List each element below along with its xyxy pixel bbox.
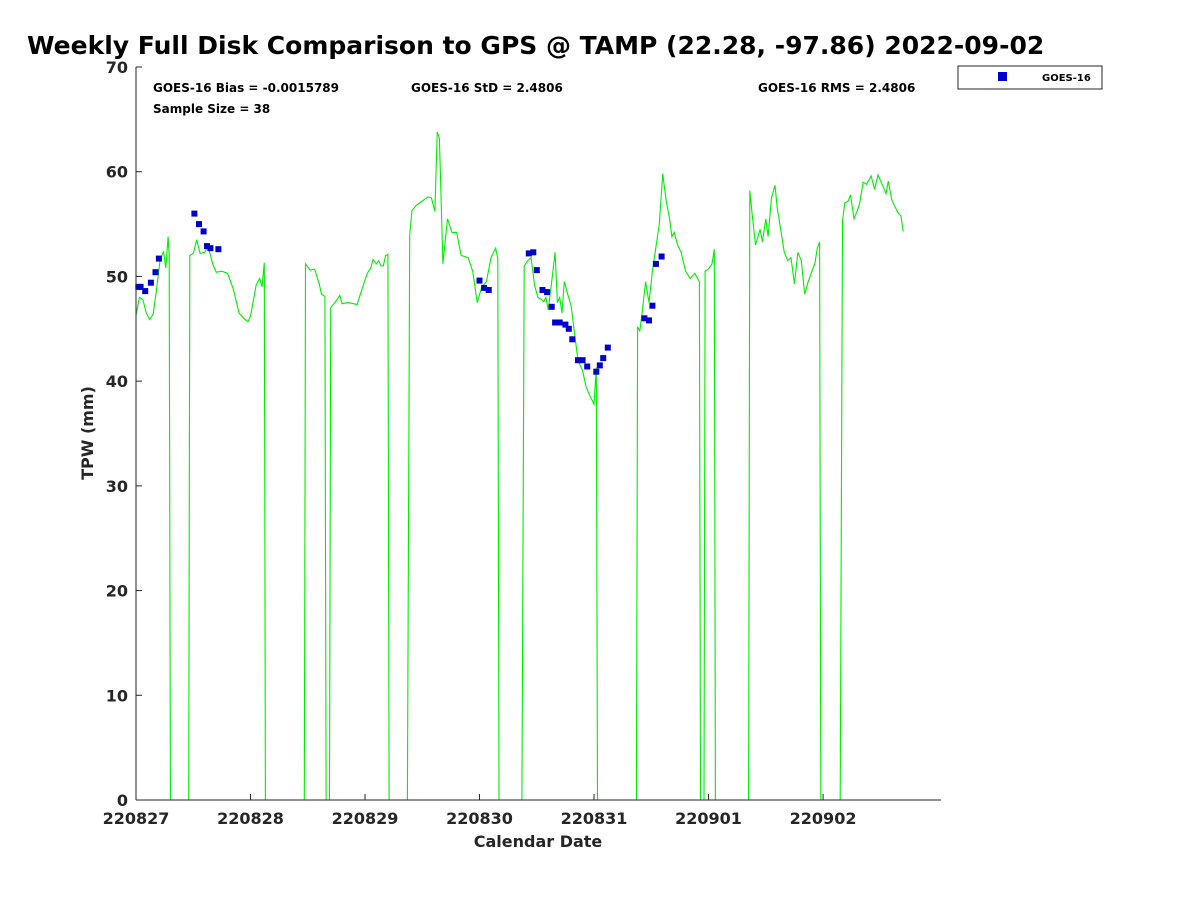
goes-data-point bbox=[152, 269, 159, 276]
y-tick-label: 50 bbox=[106, 267, 128, 286]
goes-data-point bbox=[544, 289, 551, 296]
x-tick-label: 220902 bbox=[790, 809, 857, 828]
goes-data-point bbox=[600, 355, 607, 362]
x-tick-label: 220827 bbox=[103, 809, 170, 828]
gps-line-segment bbox=[703, 249, 716, 801]
x-axis-label: Calendar Date bbox=[474, 832, 603, 851]
gps-line-segment bbox=[748, 185, 822, 801]
goes-data-point bbox=[533, 267, 540, 274]
goes-data-point bbox=[525, 250, 532, 257]
goes-marker-group bbox=[135, 210, 665, 375]
goes-data-point bbox=[565, 325, 572, 332]
goes-data-point bbox=[569, 336, 576, 343]
y-tick-label: 60 bbox=[106, 163, 128, 182]
plot-area bbox=[136, 67, 941, 800]
goes-data-point bbox=[562, 321, 569, 328]
goes-data-point bbox=[485, 287, 492, 293]
x-tick-label: 220828 bbox=[217, 809, 284, 828]
legend-label-goes: GOES-16 bbox=[1042, 73, 1091, 84]
y-tick-label: 70 bbox=[106, 58, 128, 77]
goes-data-point bbox=[530, 249, 537, 256]
goes-data-point bbox=[575, 357, 581, 364]
gps-line-segment bbox=[303, 262, 327, 801]
y-tick-label: 10 bbox=[106, 686, 128, 705]
y-axis-ticks: 0 10 20 30 40 50 60 70 bbox=[106, 58, 142, 810]
goes-data-point bbox=[142, 288, 149, 295]
goes-data-point bbox=[652, 260, 659, 267]
goes-data-point bbox=[548, 303, 555, 310]
gps-line-segment bbox=[328, 253, 390, 801]
goes-data-point bbox=[200, 228, 207, 235]
goes-data-point bbox=[552, 319, 559, 326]
x-tick-label: 220830 bbox=[446, 809, 513, 828]
goes-data-point bbox=[646, 317, 652, 324]
x-tick-label: 220831 bbox=[561, 809, 628, 828]
gps-line-segment bbox=[135, 236, 171, 801]
y-tick-label: 30 bbox=[106, 477, 128, 496]
legend-box bbox=[957, 65, 1103, 90]
legend: GOES-16 bbox=[957, 65, 1103, 90]
goes-data-point bbox=[593, 368, 600, 375]
goes-data-point bbox=[137, 283, 144, 290]
y-tick-label: 40 bbox=[106, 372, 128, 391]
gps-line-segment bbox=[635, 173, 702, 801]
goes-data-point bbox=[658, 253, 665, 260]
goes-data-point bbox=[556, 319, 563, 326]
goes-data-point bbox=[604, 344, 611, 351]
goes-data-point bbox=[215, 246, 222, 253]
goes-data-point bbox=[539, 287, 546, 293]
goes-data-point bbox=[649, 302, 656, 309]
sample-size-stat: Sample Size = 38 bbox=[153, 102, 270, 116]
y-tick-label: 20 bbox=[106, 582, 128, 601]
goes-data-point bbox=[191, 210, 198, 217]
gps-line-segment bbox=[839, 173, 904, 801]
bias-stat: GOES-16 Bias = -0.0015789 bbox=[153, 81, 339, 95]
goes-data-point bbox=[207, 245, 214, 252]
goes-data-point bbox=[579, 357, 586, 364]
goes-data-point bbox=[147, 279, 154, 286]
rms-stat: GOES-16 RMS = 2.4806 bbox=[758, 81, 915, 95]
goes-data-point bbox=[584, 363, 591, 370]
y-axis-label: TPW (mm) bbox=[78, 386, 97, 480]
x-tick-label: 220901 bbox=[675, 809, 742, 828]
gps-line-segment bbox=[521, 252, 599, 801]
goes-data-point bbox=[641, 315, 648, 322]
x-axis-ticks: 220827 220828 220829 220830 220831 220901 2209… bbox=[103, 794, 857, 828]
std-stat: GOES-16 StD = 2.4806 bbox=[411, 81, 563, 95]
goes-data-point bbox=[596, 362, 603, 369]
x-tick-label: 220829 bbox=[332, 809, 399, 828]
gps-line-segment bbox=[188, 239, 266, 801]
legend-marker-goes bbox=[998, 72, 1007, 81]
y-tick-label: 0 bbox=[117, 791, 128, 810]
goes-data-point bbox=[476, 277, 483, 284]
chart-title: Weekly Full Disk Comparison to GPS @ TAM… bbox=[27, 31, 1044, 60]
goes-data-point bbox=[481, 284, 488, 291]
goes-data-point bbox=[204, 243, 210, 250]
gps-line-segment bbox=[406, 131, 500, 801]
gps-line-group bbox=[135, 131, 904, 801]
goes-data-point bbox=[155, 255, 162, 262]
goes-data-point bbox=[196, 221, 202, 228]
